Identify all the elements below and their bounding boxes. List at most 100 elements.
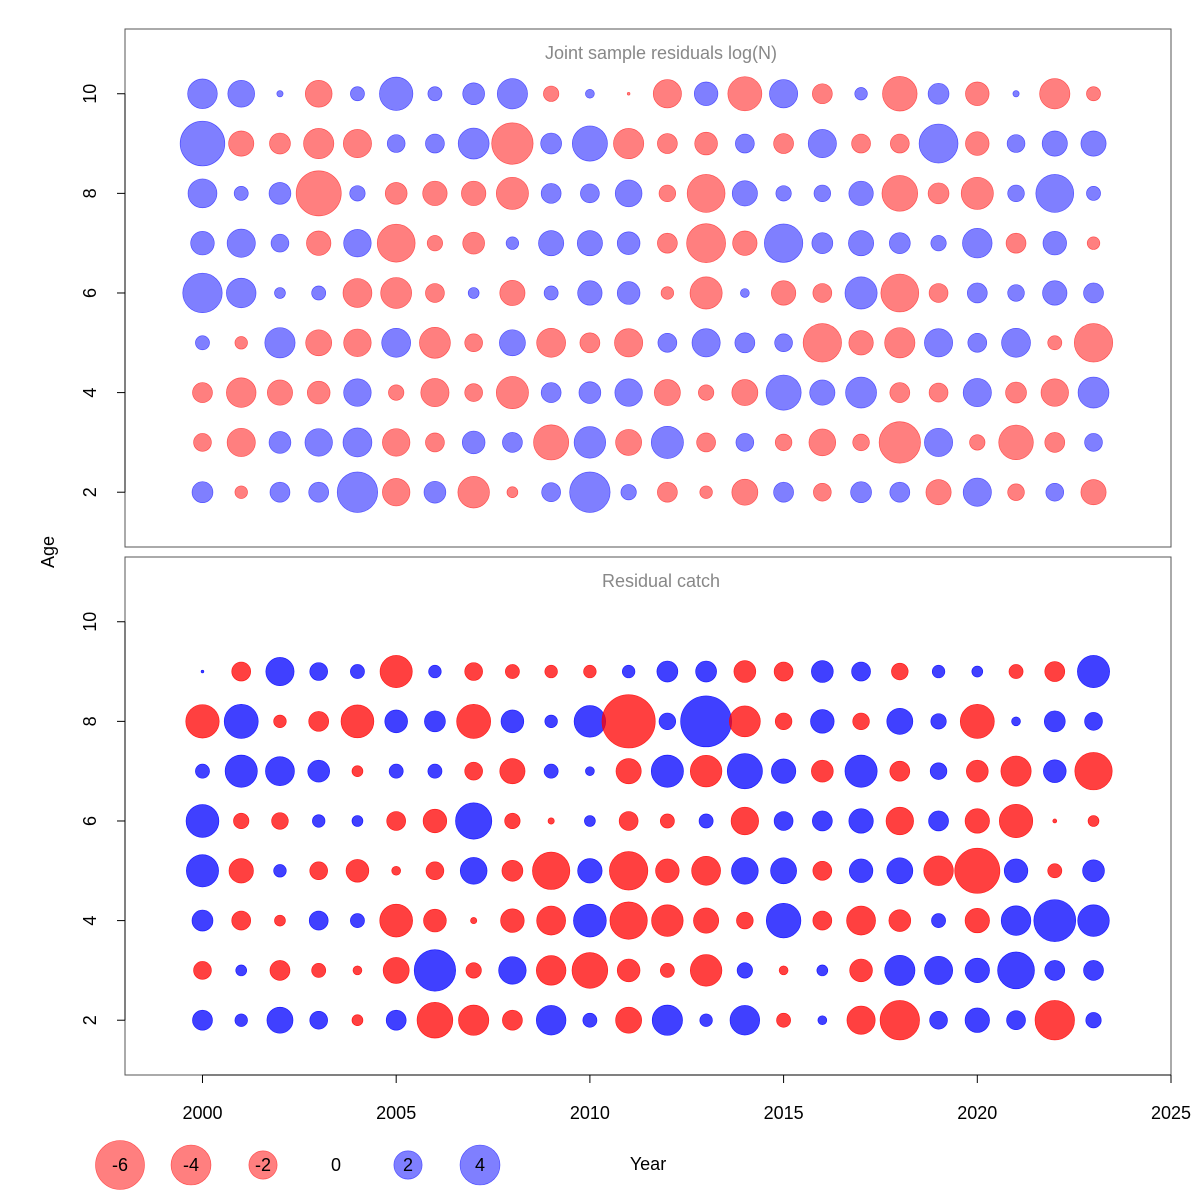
residual-bubble — [731, 478, 759, 506]
residual-bubble — [699, 1013, 713, 1027]
residual-bubble — [618, 811, 639, 831]
residual-bubble — [812, 810, 833, 832]
residual-bubble — [962, 228, 993, 259]
residual-bubble — [226, 427, 256, 457]
residual-bubble — [614, 179, 643, 208]
residual-bubble — [1006, 1010, 1026, 1030]
residual-bubble — [343, 229, 372, 258]
residual-bubble — [381, 327, 411, 358]
residual-bubble — [1086, 86, 1101, 102]
residual-bubble — [533, 424, 570, 461]
residual-bubble — [584, 815, 596, 827]
residual-bubble — [388, 384, 405, 401]
residual-bubble — [998, 424, 1034, 461]
residual-bubble — [273, 864, 287, 878]
residual-bubble — [918, 123, 959, 164]
residual-bubble — [1044, 960, 1066, 981]
residual-bubble — [689, 276, 723, 310]
residual-bubble — [459, 857, 488, 885]
residual-bubble — [1047, 863, 1063, 879]
legend-label: -2 — [255, 1155, 271, 1175]
residual-bubble — [1052, 818, 1058, 824]
residual-bubble — [924, 427, 953, 457]
residual-bubble — [659, 813, 675, 829]
residual-bubble — [461, 430, 486, 455]
residual-bubble — [1042, 280, 1068, 306]
residual-bubble — [848, 330, 874, 356]
residual-bubble — [812, 283, 833, 303]
residual-bubble — [350, 86, 365, 102]
residual-bubble — [925, 479, 952, 506]
residual-bubble — [849, 958, 873, 983]
residual-bubble — [340, 704, 375, 739]
residual-bubble — [425, 432, 445, 453]
residual-bubble — [615, 758, 642, 785]
residual-bubble — [1007, 284, 1025, 302]
residual-bubble — [544, 664, 558, 679]
residual-bubble — [732, 230, 758, 256]
residual-bubble — [465, 962, 482, 979]
residual-bubble — [1043, 710, 1066, 733]
residual-bubble — [267, 379, 293, 406]
y-tick-label: 2 — [80, 487, 100, 497]
residual-bubble — [456, 704, 491, 739]
residual-bubble — [965, 131, 990, 156]
residual-bubble — [924, 955, 953, 985]
residual-bubble — [540, 183, 562, 204]
residual-bubble — [694, 131, 718, 156]
residual-bubble — [774, 712, 793, 731]
residual-bubble — [336, 471, 378, 513]
residual-bubble — [813, 184, 831, 203]
x-axis: 2000 2005 2010 2015 2020 2025 — [182, 1074, 1191, 1123]
residual-bubble — [774, 333, 793, 353]
residual-bubble — [1083, 960, 1104, 981]
residual-bubble — [457, 127, 490, 160]
residual-bubble — [881, 175, 919, 212]
residual-bubble — [226, 228, 256, 258]
residual-bubble — [228, 130, 255, 157]
residual-bubble — [1080, 479, 1107, 506]
residual-bubble — [223, 704, 259, 739]
residual-bubble — [235, 964, 247, 977]
legend-bubble — [459, 1144, 501, 1186]
residual-bubble — [811, 759, 834, 783]
residual-bubble — [959, 704, 995, 739]
residual-bubble — [424, 710, 446, 733]
residual-bubble — [427, 86, 443, 102]
residual-bubble — [616, 958, 641, 983]
residual-bubble — [775, 185, 792, 202]
x-axis-label: Year — [630, 1154, 666, 1174]
residual-bubble — [731, 379, 759, 406]
residual-bubble — [343, 328, 372, 357]
residual-bubble — [691, 328, 721, 358]
residual-bubble — [504, 812, 521, 830]
residual-bubble — [376, 223, 416, 263]
residual-bubble — [773, 133, 794, 154]
residual-bubble — [848, 230, 875, 257]
residual-bubble — [571, 125, 608, 162]
residual-bubble — [736, 911, 754, 930]
residual-bubble — [502, 1009, 523, 1031]
residual-bubble — [179, 120, 226, 167]
residual-bubble — [654, 379, 681, 406]
residual-bubble — [802, 323, 842, 363]
residual-bubble — [650, 754, 684, 788]
x-tick-label: 2025 — [1151, 1103, 1191, 1123]
residual-bubble — [1077, 904, 1110, 937]
residual-bubble — [850, 481, 872, 503]
residual-bubble — [652, 79, 682, 109]
residual-bubble — [812, 83, 833, 105]
residual-bubble — [698, 384, 715, 401]
residual-bubble — [884, 954, 916, 986]
residual-bubble — [420, 378, 450, 408]
residual-bubble — [689, 954, 723, 987]
residual-bubble — [496, 78, 528, 110]
residual-bubble — [1073, 323, 1114, 363]
residual-bubble — [1005, 232, 1027, 254]
residual-bubble — [878, 421, 921, 464]
residual-bubble — [583, 664, 597, 679]
residual-bubble — [773, 481, 794, 503]
residual-bubble — [771, 758, 797, 784]
legend-bubble — [95, 1140, 145, 1190]
residual-bubble — [1039, 78, 1071, 110]
